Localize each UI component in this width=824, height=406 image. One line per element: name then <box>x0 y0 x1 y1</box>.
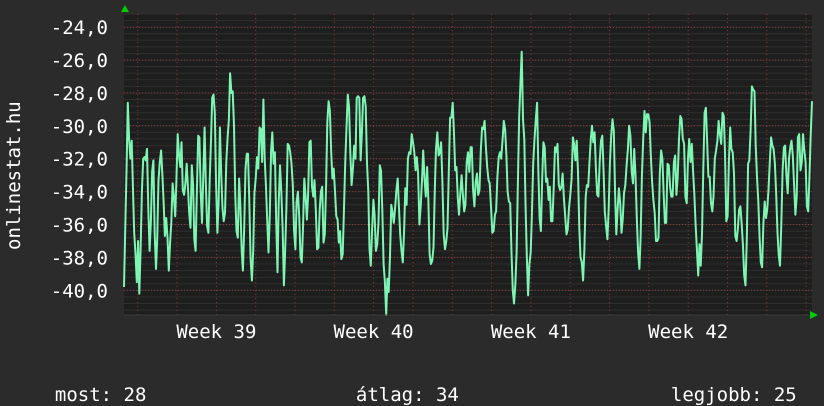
x-axis-ticks: Week 39 Week 40 Week 41 Week 42 <box>176 321 728 343</box>
series-line <box>123 50 813 316</box>
y-axis-ticks: -24,0 -26,0 -28,0 -30,0 -32,0 -34,0 -36,0 -38,0… <box>51 17 108 302</box>
y-tick-label: -40,0 <box>51 280 108 302</box>
x-tick-label: Week 41 <box>491 321 571 343</box>
x-tick-label: Week 40 <box>334 321 414 343</box>
watermark-label: onlinestat.hu <box>3 101 25 250</box>
stat-best-label: legjobb: <box>670 384 763 406</box>
y-tick-label: -38,0 <box>51 247 108 269</box>
y-tick-label: -24,0 <box>51 17 108 39</box>
stat-current-value: 28 <box>123 384 147 406</box>
y-tick-label: -28,0 <box>51 83 108 105</box>
stat-average: átlag: 34 <box>333 362 459 406</box>
y-tick-label: -26,0 <box>51 50 108 72</box>
stat-current: most: 28 <box>32 362 147 406</box>
x-axis-arrow-icon <box>810 311 818 319</box>
y-tick-label: -32,0 <box>51 149 108 171</box>
stat-current-label: most: <box>54 384 113 406</box>
y-tick-label: -34,0 <box>51 182 108 204</box>
stat-best: legjobb: 25 <box>648 362 797 406</box>
stat-average-value: 34 <box>435 384 459 406</box>
stat-average-label: átlag: <box>355 384 425 406</box>
x-tick-label: Week 39 <box>176 321 256 343</box>
x-tick-label: Week 42 <box>648 321 728 343</box>
y-tick-label: -30,0 <box>51 116 108 138</box>
y-axis-arrow-icon <box>121 5 129 12</box>
y-tick-label: -36,0 <box>51 215 108 237</box>
stat-best-value: 25 <box>773 384 797 406</box>
